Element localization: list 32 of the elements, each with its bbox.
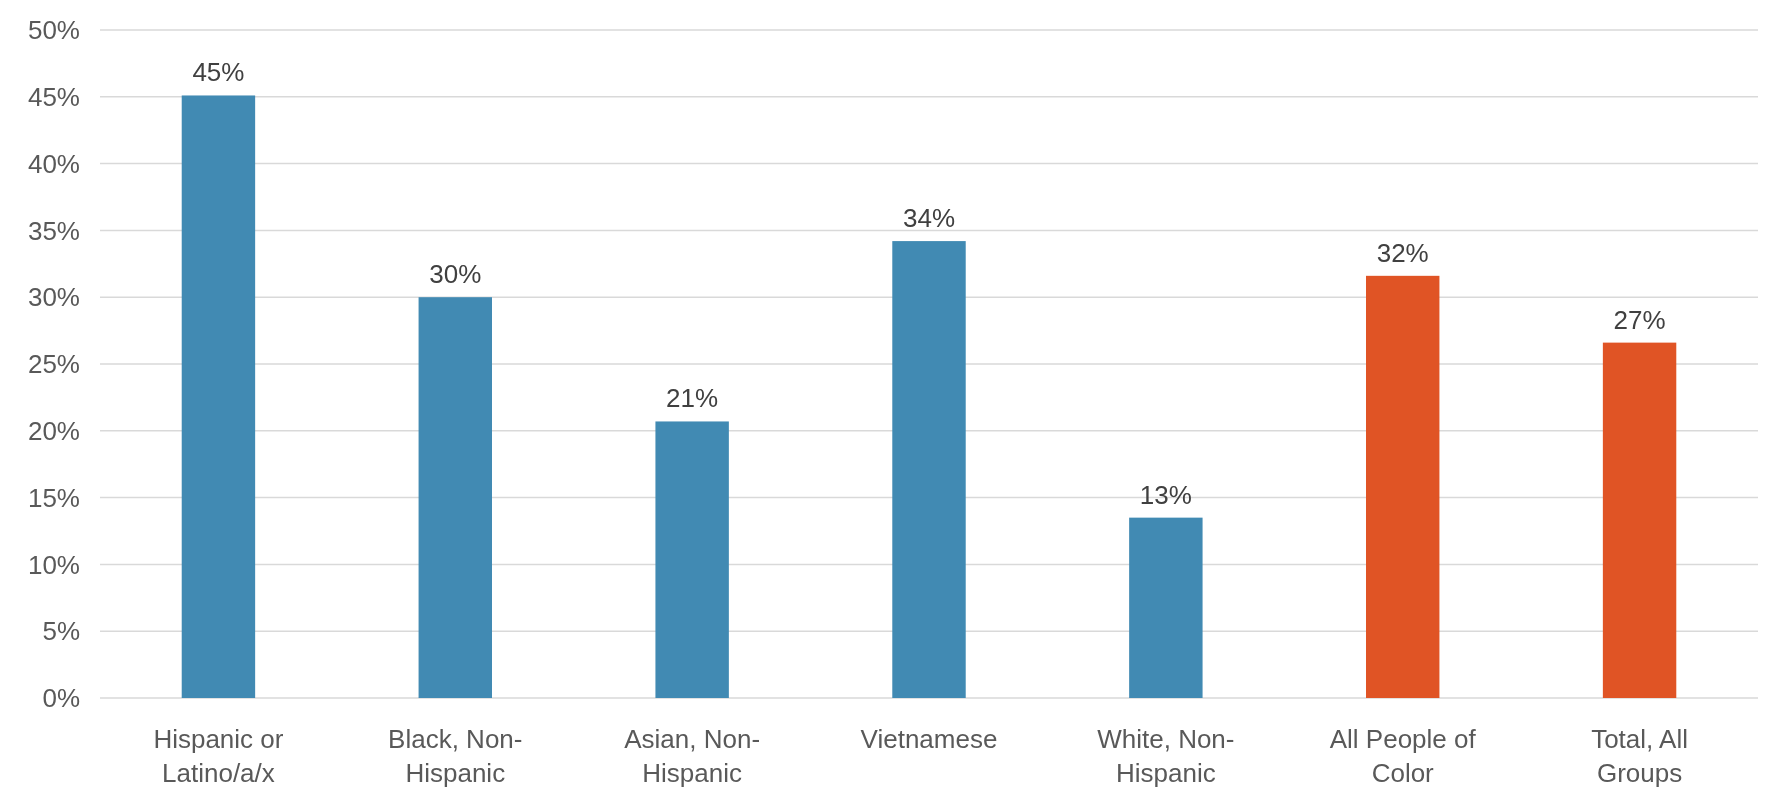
y-tick-label: 0%	[42, 683, 80, 714]
y-tick-label: 30%	[27, 282, 80, 313]
y-tick-label: 40%	[27, 148, 80, 179]
x-tick-label: All People of Color	[1329, 724, 1477, 788]
data-label: 34%	[902, 203, 956, 234]
y-tick-label: 5%	[42, 616, 80, 647]
data-label: 21%	[666, 383, 719, 414]
bar	[181, 95, 256, 698]
y-tick-label: 20%	[27, 415, 80, 446]
bar	[1129, 517, 1203, 698]
y-tick-label: 10%	[27, 549, 80, 580]
data-label: 27%	[1613, 304, 1666, 335]
data-label: 30%	[429, 259, 482, 290]
x-tick-label: Black, Non-Hispanic	[388, 724, 523, 788]
y-tick-label: 15%	[27, 482, 80, 513]
data-label: 45%	[192, 57, 245, 88]
y-tick-label: 25%	[27, 349, 80, 380]
x-tick-label: White, Non-Hispanic	[1097, 724, 1235, 788]
y-tick-label: 50%	[27, 15, 80, 46]
data-label: 13%	[1139, 479, 1192, 510]
bar	[418, 297, 492, 698]
y-tick-label: 45%	[27, 81, 80, 112]
x-tick-label: Total, All Groups	[1591, 724, 1688, 788]
y-tick-label: 35%	[27, 215, 80, 246]
bar	[892, 241, 966, 698]
bar	[1602, 342, 1677, 698]
x-tick-label: Asian, Non-Hispanic	[624, 724, 761, 788]
data-label: 32%	[1376, 237, 1429, 268]
x-tick-label: Vietnamese	[860, 724, 998, 754]
x-tick-label: Hispanic or Latino/a/x	[153, 724, 284, 788]
bar	[1366, 275, 1440, 698]
bar	[655, 421, 729, 698]
